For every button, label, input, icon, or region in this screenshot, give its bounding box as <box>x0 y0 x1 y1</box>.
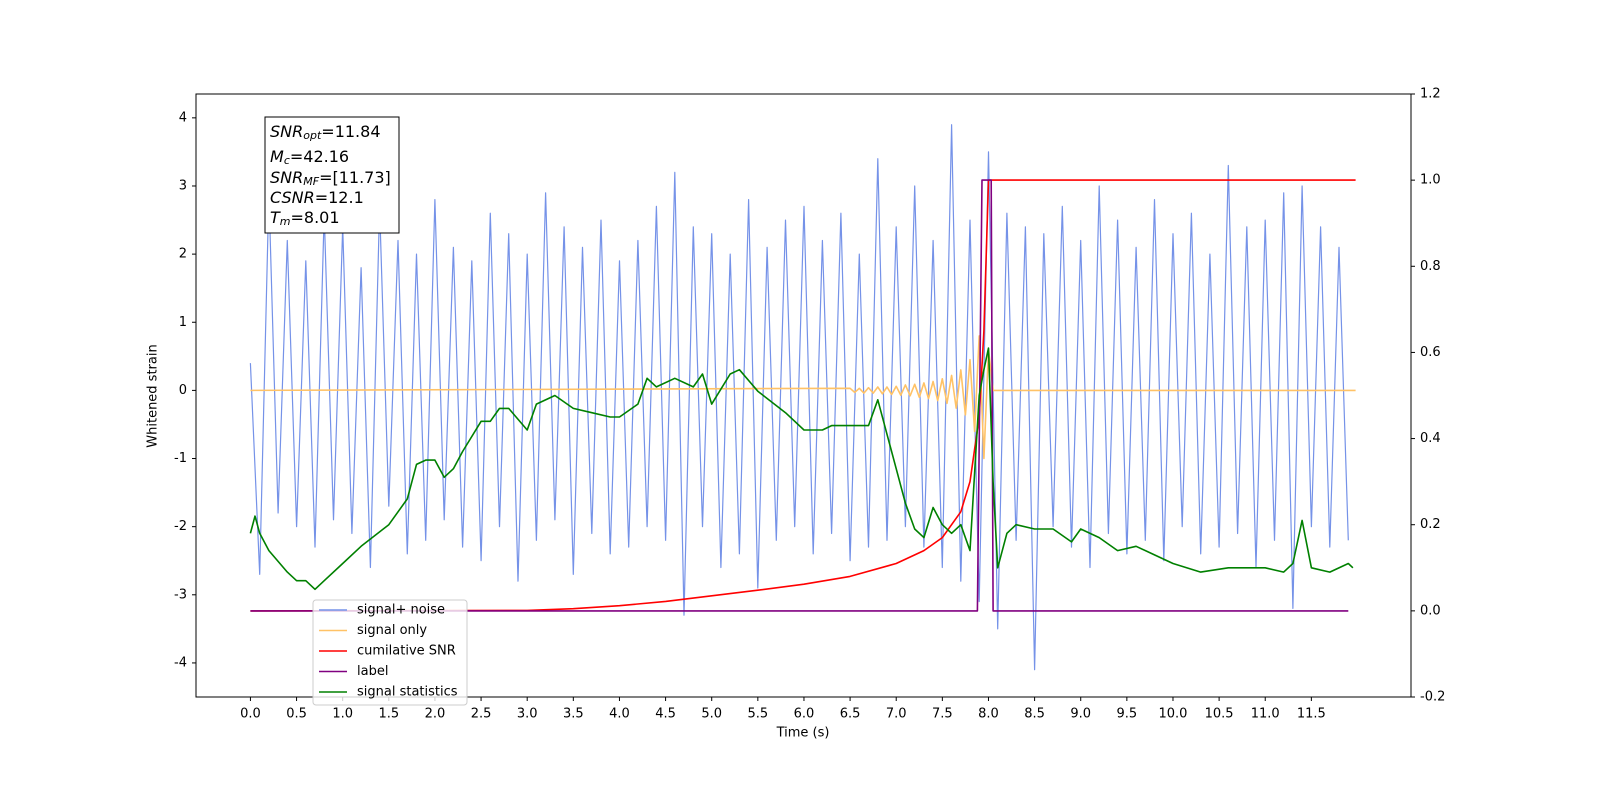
x-tick-label: 6.0 <box>794 707 815 722</box>
annotation-value: =8.01 <box>291 208 340 227</box>
annotation-text: CSNR=12.1 <box>270 188 364 207</box>
legend-label: cumilative SNR <box>357 644 456 659</box>
y2-tick-label: 0.6 <box>1420 345 1441 360</box>
x-tick-label: 8.0 <box>978 707 999 722</box>
legend: signal+ noise signal only cumilative SNR la… <box>312 599 468 706</box>
x-tick-label: 8.5 <box>1024 707 1045 722</box>
y-axis-label: Whitened strain <box>146 344 161 447</box>
y2-tick-label: -0.2 <box>1420 690 1445 705</box>
y-tick-label: -3 <box>174 587 187 602</box>
x-tick-label: 10.0 <box>1159 707 1188 722</box>
annotation-symbol: SNR <box>270 168 303 187</box>
annotation-text: SNRopt=11.84 <box>270 122 381 143</box>
series-line <box>249 124 1349 671</box>
x-tick-label: 1.5 <box>378 707 399 722</box>
series-line <box>249 347 1354 591</box>
series-line <box>250 335 1356 460</box>
legend-label: signal statistics <box>357 685 458 700</box>
y-tick-label: -2 <box>174 519 187 534</box>
y-tick-label: -4 <box>174 655 187 670</box>
y2-tick-label: 0.8 <box>1420 259 1441 274</box>
annotation-symbol: T <box>270 208 281 227</box>
x-tick-label: 3.5 <box>563 707 584 722</box>
annotation-subscript: MF <box>303 175 319 188</box>
y-tick-label: 1 <box>179 315 187 330</box>
annotation-value: =12.1 <box>315 188 364 207</box>
annotation-symbol: M <box>270 147 284 166</box>
annotation-text: SNRMF=[11.73] <box>270 168 391 189</box>
annotation-text: Tm=8.01 <box>270 208 340 229</box>
x-tick-label: 7.5 <box>932 707 953 722</box>
legend-frame <box>312 599 468 706</box>
x-tick-label: 1.0 <box>332 707 353 722</box>
x-tick-label: 10.5 <box>1205 707 1234 722</box>
legend-label: signal only <box>357 623 427 638</box>
annotation-subscript: c <box>284 154 290 167</box>
y-tick-label: 0 <box>179 383 187 398</box>
x-axis-label: Time (s) <box>776 726 830 741</box>
annotation-subscript: m <box>280 215 291 228</box>
y2-tick-label: 1.2 <box>1420 87 1441 102</box>
x-tick-label: 5.5 <box>747 707 768 722</box>
legend-label: label <box>357 664 388 679</box>
x-tick-label: 4.5 <box>655 707 676 722</box>
x-tick-label: 5.0 <box>701 707 722 722</box>
y2-tick-label: 1.0 <box>1420 173 1441 188</box>
x-tick-label: 2.0 <box>425 707 446 722</box>
x-tick-label: 9.5 <box>1117 707 1138 722</box>
annotation-symbol: CSNR <box>270 188 315 207</box>
annotation-frame <box>264 116 400 234</box>
legend-label: signal+ noise <box>357 603 445 618</box>
y-tick-label: -1 <box>174 451 187 466</box>
y-tick-label: 3 <box>179 178 187 193</box>
y2-tick-label: 0.0 <box>1420 603 1441 618</box>
plot-frame <box>195 93 1412 698</box>
x-tick-label: 11.0 <box>1251 707 1280 722</box>
x-tick-label: 6.5 <box>840 707 861 722</box>
series-line <box>250 179 1356 612</box>
y-tick-label: 2 <box>179 247 187 262</box>
annotation-box: SNRopt=11.84Mc=42.16SNRMF=[11.73]CSNR=12… <box>264 116 400 234</box>
x-tick-label: 3.0 <box>517 707 538 722</box>
series-line <box>250 179 1349 612</box>
annotation-value: =11.84 <box>321 122 380 141</box>
annotation-symbol: SNR <box>270 122 303 141</box>
annotation-value: =[11.73] <box>319 168 391 187</box>
x-tick-label: 0.5 <box>286 707 307 722</box>
x-tick-label: 2.5 <box>471 707 492 722</box>
x-tick-label: 4.0 <box>609 707 630 722</box>
y2-tick-label: 0.2 <box>1420 517 1441 532</box>
x-tick-label: 7.0 <box>886 707 907 722</box>
x-tick-label: 9.0 <box>1070 707 1091 722</box>
annotation-text: Mc=42.16 <box>270 147 349 168</box>
x-tick-label: 11.5 <box>1297 707 1326 722</box>
annotation-value: =42.16 <box>290 147 349 166</box>
annotation-subscript: opt <box>303 129 322 142</box>
y2-tick-label: 0.4 <box>1420 431 1441 446</box>
y-tick-label: 4 <box>179 110 187 125</box>
x-tick-label: 0.0 <box>240 707 261 722</box>
